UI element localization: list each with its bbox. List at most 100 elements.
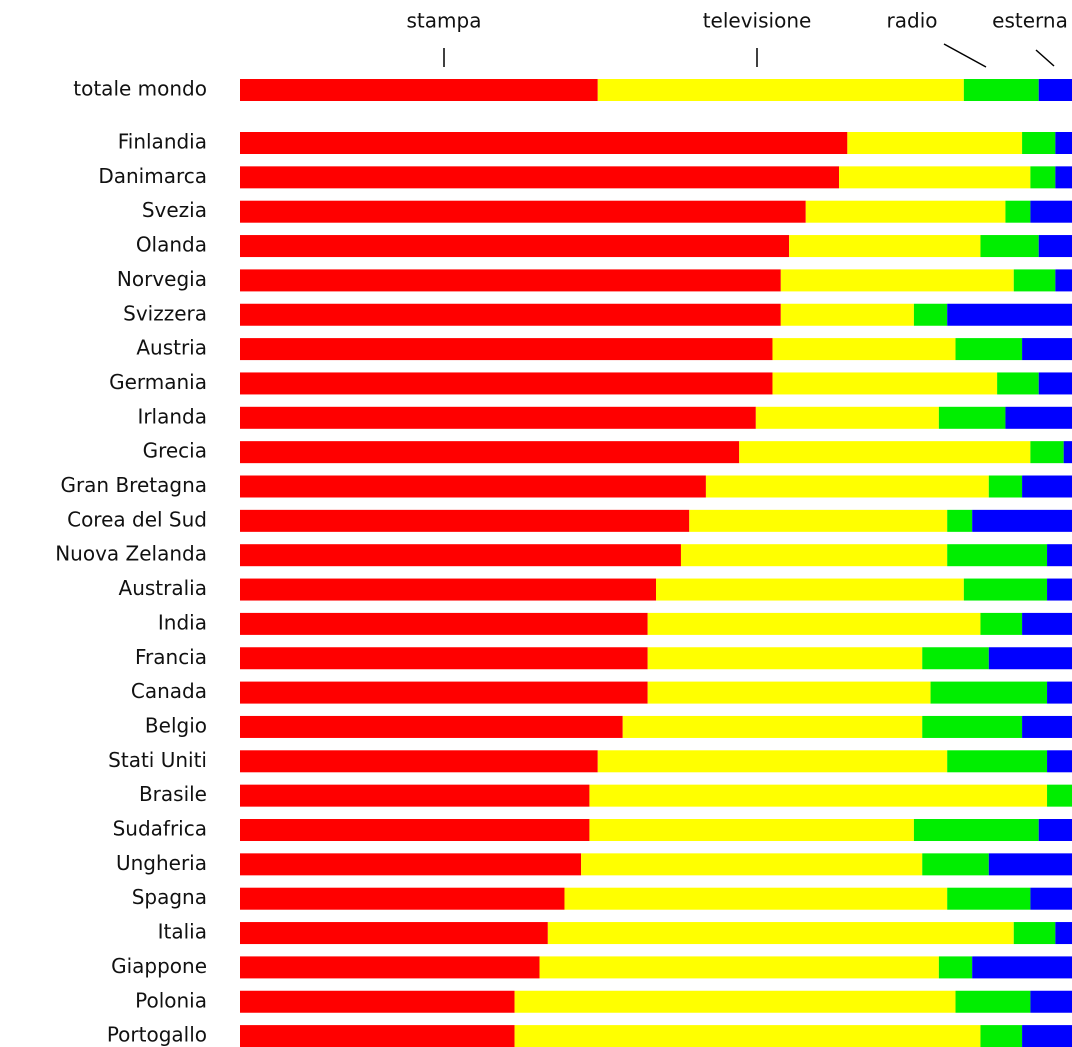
bar-segment: [597, 79, 964, 101]
bar-segment: [1047, 681, 1072, 704]
bar-segment: [947, 303, 1072, 326]
bar-segment: [240, 200, 806, 223]
bar-segment: [539, 956, 939, 979]
bar-segment: [980, 235, 1039, 258]
category-label: Gran Bretagna: [60, 473, 207, 497]
bar-segment: [1055, 269, 1072, 292]
bar-segment: [240, 475, 706, 498]
bar-segment: [240, 887, 565, 910]
bar-segment: [955, 990, 1031, 1013]
bar-segment: [1030, 200, 1072, 223]
bar-segment: [755, 406, 939, 429]
bar-segment: [705, 475, 989, 498]
bar-segment: [1030, 166, 1056, 189]
bar-segment: [1022, 475, 1072, 498]
category-label: Finlandia: [118, 130, 207, 154]
category-label: Brasile: [139, 782, 207, 806]
bar-segment: [947, 509, 973, 532]
category-label: Spagna: [132, 885, 207, 909]
bar-segment: [689, 509, 948, 532]
bar-segment: [963, 578, 1048, 601]
bar-segment: [240, 784, 590, 807]
bar-segment: [240, 750, 598, 773]
bar-segment: [240, 922, 548, 945]
bar-segment: [240, 509, 690, 532]
category-label: Austria: [136, 336, 207, 360]
category-label: Ungheria: [116, 851, 207, 875]
bar-segment: [1005, 406, 1072, 429]
bar-segment: [240, 990, 515, 1013]
bar-segment: [947, 544, 1048, 567]
bar-segment: [922, 853, 989, 876]
bar-segment: [1013, 269, 1056, 292]
bar-segment: [772, 338, 956, 361]
bar-segment: [997, 372, 1039, 395]
bar-segment: [805, 200, 1006, 223]
category-label: Giappone: [111, 954, 207, 978]
bar-segment: [240, 715, 623, 738]
bar-segment: [240, 647, 648, 670]
bar-segment: [1013, 922, 1056, 945]
bar-segment: [240, 853, 582, 876]
bar-segment: [589, 784, 1048, 807]
series-label: stampa: [407, 9, 482, 33]
bar-segment: [1055, 166, 1072, 189]
bar-segment: [789, 235, 981, 258]
bar-segment: [240, 544, 681, 567]
bar-segment: [972, 956, 1072, 979]
bar-segment: [1030, 990, 1072, 1013]
category-label: Polonia: [135, 988, 207, 1012]
category-label: Sudafrica: [113, 817, 207, 841]
bar-segment: [581, 853, 923, 876]
bar-segment: [772, 372, 998, 395]
bar-segment: [1063, 441, 1072, 464]
bar-segment: [955, 338, 1023, 361]
bar-segment: [240, 406, 756, 429]
bar-segment: [1055, 132, 1072, 154]
bar-segment: [1022, 715, 1072, 738]
category-label: India: [158, 610, 207, 634]
bar-segment: [240, 79, 598, 101]
bar-segment: [922, 715, 1023, 738]
bar-segment: [656, 578, 964, 601]
bar-segment: [1038, 235, 1072, 258]
bar-segment: [988, 475, 1023, 498]
bar-segment: [780, 303, 914, 326]
category-label: Nuova Zelanda: [55, 542, 207, 566]
bar-segment: [1022, 612, 1072, 635]
bar-segment: [1038, 79, 1072, 101]
bar-segment: [547, 922, 1014, 945]
bar-segment: [622, 715, 923, 738]
category-label: Olanda: [136, 233, 207, 257]
bar-segment: [980, 1025, 1023, 1047]
bar-segment: [240, 819, 590, 841]
category-label: Italia: [158, 920, 207, 944]
series-pointer: [943, 43, 987, 68]
bar-segment: [988, 647, 1072, 670]
series-label: televisione: [703, 9, 812, 33]
bar-segment: [913, 819, 1039, 841]
bar-segment: [938, 406, 1006, 429]
bar-segment: [647, 612, 981, 635]
bar-segment: [930, 681, 1048, 704]
category-label: Stati Uniti: [108, 748, 207, 772]
bar-segment: [240, 166, 840, 189]
bar-segment: [1047, 544, 1072, 567]
bar-segment: [647, 681, 931, 704]
bar-segment: [1030, 887, 1072, 910]
bar-segment: [1055, 922, 1072, 945]
bar-segment: [1047, 784, 1072, 807]
series-label: radio: [887, 9, 938, 33]
bar-segment: [240, 269, 781, 292]
category-label: Svezia: [142, 198, 207, 222]
bar-segment: [913, 303, 948, 326]
bar-segment: [240, 132, 848, 154]
bar-segment: [240, 681, 648, 704]
bar-segment: [938, 956, 973, 979]
bar-segment: [922, 647, 989, 670]
category-label: Portogallo: [107, 1023, 207, 1047]
bar-segment: [514, 1025, 981, 1047]
bar-segment: [1038, 372, 1072, 395]
category-label: Australia: [119, 576, 207, 600]
